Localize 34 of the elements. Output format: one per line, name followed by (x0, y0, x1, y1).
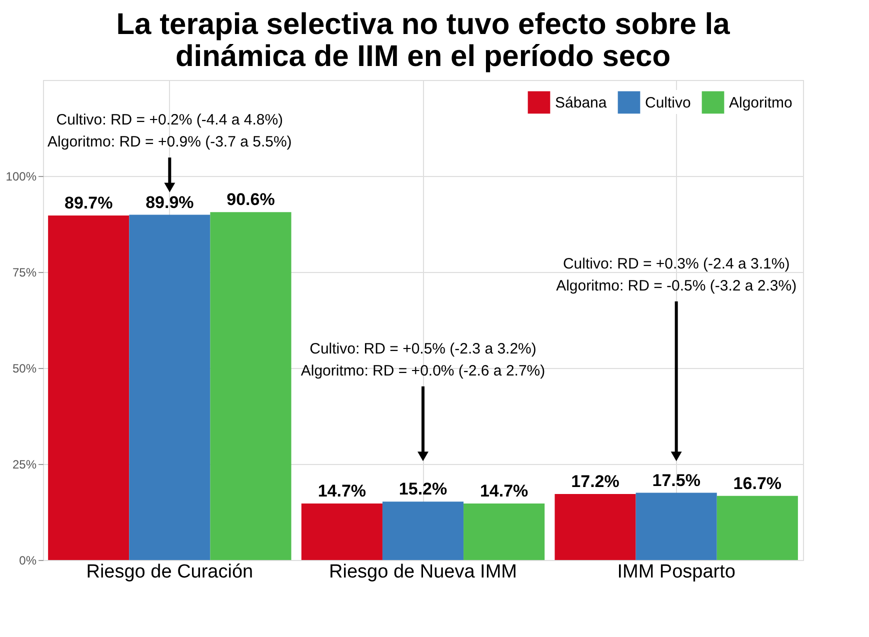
bar (464, 504, 545, 560)
y-tick-label: 25% (12, 458, 37, 472)
text: La terapia selectiva no tuvo efecto sobre la (116, 8, 730, 41)
bar (636, 492, 717, 560)
bar (554, 494, 636, 560)
bar (382, 502, 464, 560)
annotation: Cultivo: RD = +0.3% (-2.4 a 3.1%) Algoritmo: RD = -0.5% (-3.2 a 2.3%) (556, 255, 797, 294)
legend-label: Algoritmo (729, 94, 792, 112)
annotation: Cultivo: RD = +0.5% (-2.3 a 3.2%) Algoritmo: RD = +0.0% (-2.6 a 2.7%) (300, 340, 546, 380)
bar (129, 214, 210, 560)
x-tick-label: IMM Posparto (617, 562, 736, 582)
x-tick-label: Riesgo de Curación (86, 562, 254, 582)
data-label: 14.7% (318, 482, 366, 501)
data-label: 17.5% (652, 470, 700, 490)
x-tick-label: Riesgo de Nueva IMM (329, 562, 517, 582)
data-label: 15.2% (398, 480, 448, 499)
y-tick-label: 100% (6, 170, 37, 184)
data-label: 89.9% (146, 192, 194, 212)
y-tick-label: 0% (19, 554, 37, 568)
bar (48, 216, 130, 560)
y-tick-label: 50% (12, 362, 37, 376)
y-tick-label: 75% (12, 266, 37, 280)
bar (301, 504, 382, 560)
text: dinámica de IIM en el período seco (175, 40, 671, 73)
data-label: 89.7% (64, 194, 113, 213)
data-label: 90.6% (226, 190, 275, 210)
legend-label: Sábana (555, 94, 608, 112)
legend-label: Cultivo (645, 94, 691, 112)
annotation: Cultivo: RD = +0.2% (-4.4 a 4.8%) Algoritmo: RD = +0.9% (-3.7 a 5.5%) (48, 112, 292, 151)
data-label: 14.7% (480, 482, 528, 501)
bar (210, 212, 292, 560)
bar (716, 496, 798, 560)
data-label: 17.2% (571, 472, 620, 491)
data-label: 16.7% (733, 474, 782, 493)
